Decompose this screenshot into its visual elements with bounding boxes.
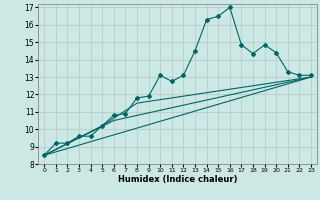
- X-axis label: Humidex (Indice chaleur): Humidex (Indice chaleur): [118, 175, 237, 184]
